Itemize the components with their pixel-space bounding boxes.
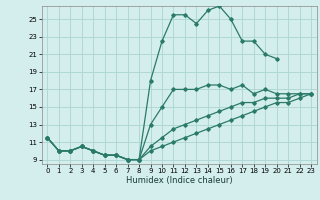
- X-axis label: Humidex (Indice chaleur): Humidex (Indice chaleur): [126, 176, 233, 185]
